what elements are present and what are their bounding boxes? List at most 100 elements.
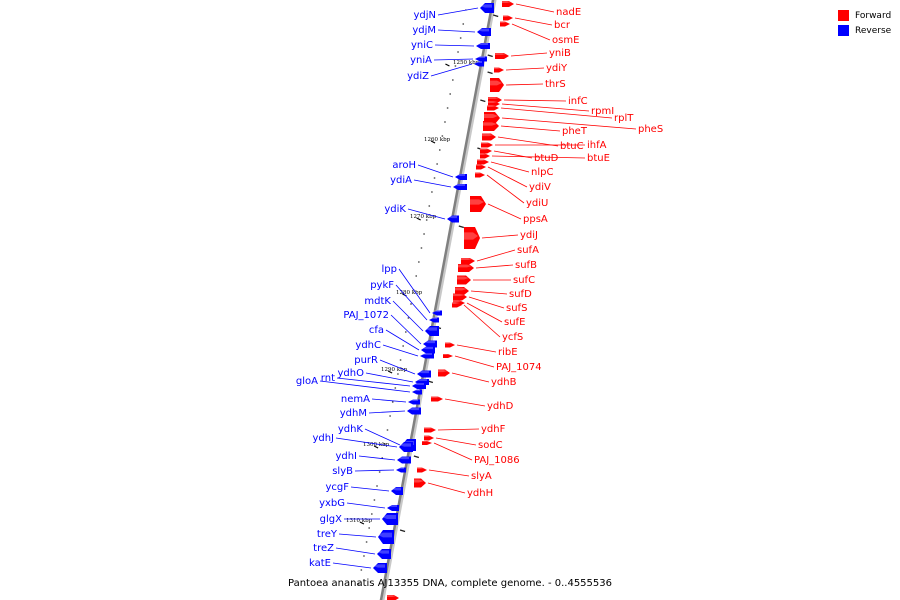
reverse-gene-label: lpp bbox=[382, 264, 397, 275]
reverse-gene-yniA-highlight bbox=[475, 56, 485, 58]
forward-gene-label: ydiV bbox=[529, 182, 551, 193]
forward-gene-ihfA bbox=[481, 142, 493, 148]
reverse-connector bbox=[336, 377, 411, 387]
legend-forward-label: Forward bbox=[855, 10, 892, 21]
forward-gene-yniB-highlight bbox=[495, 53, 507, 55]
reverse-gene-ycgF-highlight bbox=[391, 487, 401, 491]
forward-gene-label: ydiJ bbox=[520, 230, 538, 241]
reverse-connector bbox=[417, 164, 454, 178]
forward-gene-label: ydhF bbox=[481, 424, 506, 435]
kbp-tick-label: 1290 kbp bbox=[381, 367, 408, 373]
forward-gene-label: ydhH bbox=[467, 488, 493, 499]
reverse-connector bbox=[395, 284, 428, 321]
forward-gene-label: ydiY bbox=[546, 63, 568, 74]
forward-gene-label: sufA bbox=[517, 245, 539, 256]
reverse-connector bbox=[319, 380, 411, 393]
forward-gene-ppsA bbox=[470, 196, 486, 212]
forward-gene-sufD-highlight bbox=[455, 287, 467, 291]
forward-gene-label: btuE bbox=[587, 153, 610, 164]
kbp-tick-label: 1300 kbp bbox=[363, 442, 390, 448]
reverse-connector bbox=[433, 58, 474, 61]
forward-gene-btuE-highlight bbox=[480, 153, 488, 155]
forward-gene-rpmI bbox=[488, 101, 500, 107]
reverse-gene-nemA-highlight bbox=[408, 399, 418, 401]
reverse-connector bbox=[437, 29, 476, 33]
reverse-gene-label: katE bbox=[309, 558, 331, 569]
kbp-tick-mark bbox=[445, 63, 450, 67]
forward-gene-bcr bbox=[503, 15, 513, 21]
reverse-connector bbox=[358, 455, 396, 461]
forward-connector bbox=[510, 52, 548, 57]
forward-gene-sufS-highlight bbox=[453, 293, 465, 297]
forward-gene-partial-highlight bbox=[387, 595, 397, 597]
reverse-gene-label: ydiA bbox=[390, 175, 412, 186]
reverse-gene-label: ydhK bbox=[338, 424, 364, 435]
forward-gene-ydiV bbox=[476, 164, 486, 170]
forward-connector bbox=[427, 482, 466, 494]
forward-gene-rpmI-highlight bbox=[488, 101, 498, 103]
reverse-connector bbox=[368, 410, 406, 414]
reverse-gene-purR bbox=[417, 370, 431, 378]
forward-gene-label: nadE bbox=[556, 7, 581, 18]
reverse-gene-ydiK-highlight bbox=[447, 215, 457, 219]
forward-gene-slyA-highlight bbox=[417, 467, 425, 469]
forward-gene-btuE bbox=[480, 153, 490, 159]
reverse-gene-label: aroH bbox=[392, 160, 416, 171]
reverse-gene-label: yxbG bbox=[319, 498, 345, 509]
forward-gene-ydhB-highlight bbox=[438, 369, 448, 373]
reverse-connector bbox=[382, 344, 419, 357]
genome-caption: Pantoea ananatis AJ13355 DNA, complete g… bbox=[288, 578, 612, 589]
reverse-gene-slyB bbox=[396, 467, 406, 473]
forward-connector bbox=[490, 161, 530, 173]
genome-backbone bbox=[379, 0, 495, 600]
forward-connector bbox=[505, 83, 544, 86]
forward-connector bbox=[466, 302, 503, 323]
feature-tick bbox=[399, 529, 406, 533]
forward-gene-label: yniB bbox=[549, 48, 571, 59]
reverse-gene-aroH-highlight bbox=[455, 174, 465, 176]
forward-gene-label: nlpC bbox=[531, 167, 553, 178]
forward-gene-PAJ_1074 bbox=[443, 354, 453, 358]
kbp-tick-mark bbox=[416, 217, 421, 221]
forward-gene-ydhD bbox=[431, 396, 443, 402]
reverse-gene-nemA bbox=[408, 399, 420, 405]
forward-gene-label: pheT bbox=[562, 126, 588, 137]
forward-gene-sodC bbox=[424, 435, 434, 441]
forward-gene-ydhF bbox=[424, 427, 436, 433]
forward-gene-label: sodC bbox=[478, 440, 503, 451]
forward-gene-ydiY bbox=[494, 67, 504, 73]
reverse-gene-label: ycgF bbox=[325, 482, 349, 493]
reverse-gene-label: yniA bbox=[410, 55, 432, 66]
forward-connector bbox=[456, 344, 497, 353]
reverse-gene-ydiZ-highlight bbox=[474, 61, 482, 63]
reverse-gene-ydiA bbox=[453, 184, 467, 190]
reverse-gene-treZ-highlight bbox=[377, 550, 389, 554]
kbp-tick-mark bbox=[359, 521, 365, 525]
forward-gene-ycfS-highlight bbox=[452, 302, 460, 304]
forward-gene-ydhF-highlight bbox=[424, 427, 434, 429]
forward-gene-osmE bbox=[500, 21, 510, 27]
reverse-gene-ydhJ-highlight bbox=[399, 443, 411, 447]
reverse-connector bbox=[398, 268, 431, 314]
forward-connector bbox=[470, 290, 508, 295]
reverse-gene-label: slyB bbox=[332, 466, 353, 477]
backbone-shadow bbox=[381, 0, 497, 600]
forward-gene-ydhB bbox=[438, 369, 450, 377]
reverse-gene-label: glgX bbox=[320, 514, 342, 525]
forward-gene-label: pheS bbox=[638, 124, 663, 135]
forward-gene-sufE-highlight bbox=[453, 300, 463, 302]
forward-connector bbox=[451, 372, 490, 383]
forward-gene-ydiU bbox=[475, 172, 485, 178]
forward-connector bbox=[463, 304, 501, 338]
forward-connector bbox=[476, 249, 516, 262]
reverse-connector bbox=[390, 314, 422, 345]
forward-connector bbox=[481, 234, 519, 239]
reverse-gene-label: treZ bbox=[313, 543, 334, 554]
reverse-gene-ydhM-highlight bbox=[407, 407, 419, 411]
forward-connector bbox=[514, 17, 553, 26]
reverse-gene-katE-highlight bbox=[373, 564, 385, 568]
reverse-gene-treZ bbox=[377, 549, 391, 559]
forward-gene-ihfA-highlight bbox=[481, 142, 491, 144]
